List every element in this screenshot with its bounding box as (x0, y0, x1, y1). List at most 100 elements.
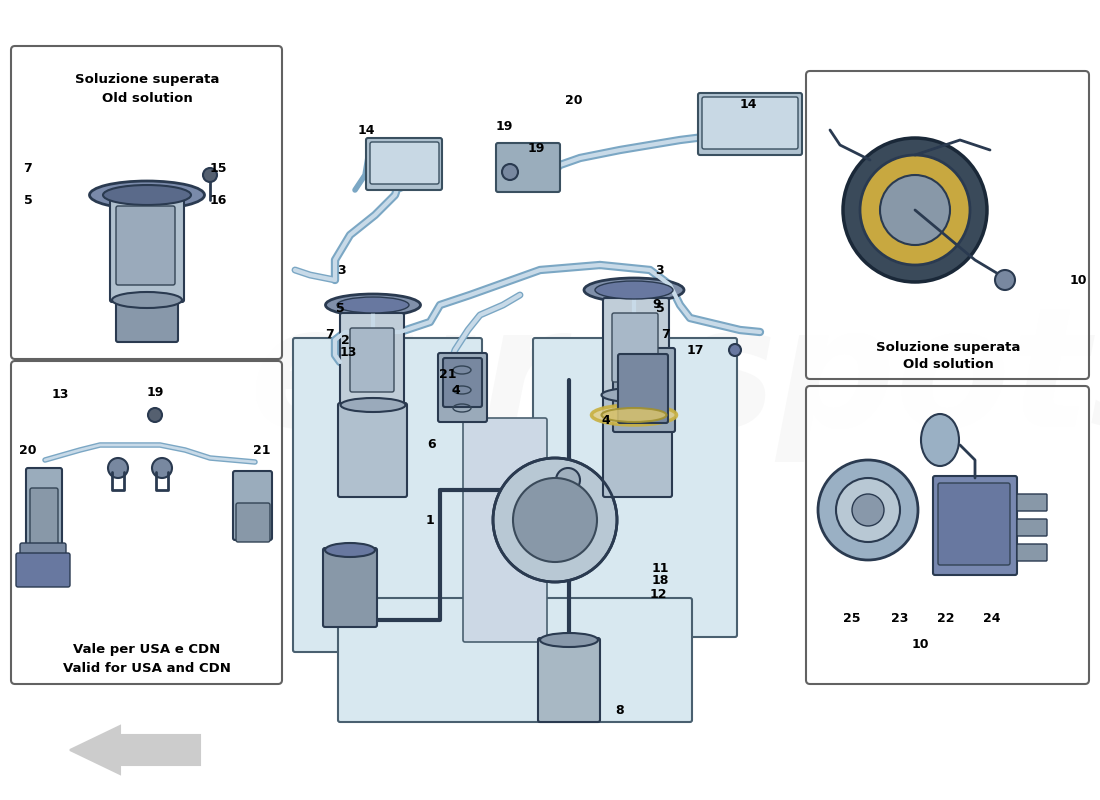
Text: Old solution: Old solution (101, 91, 192, 105)
Text: 21: 21 (439, 369, 456, 382)
FancyBboxPatch shape (350, 328, 394, 392)
FancyBboxPatch shape (603, 393, 672, 497)
Text: Vale per USA e CDN: Vale per USA e CDN (74, 643, 221, 657)
FancyBboxPatch shape (443, 358, 482, 407)
Text: 11: 11 (651, 562, 669, 574)
Ellipse shape (326, 294, 420, 316)
Ellipse shape (584, 278, 684, 302)
Text: 7: 7 (23, 162, 32, 174)
Text: 14: 14 (739, 98, 757, 111)
Text: 7: 7 (661, 329, 670, 342)
FancyBboxPatch shape (370, 142, 439, 184)
Circle shape (836, 478, 900, 542)
FancyBboxPatch shape (806, 71, 1089, 379)
Text: 19: 19 (527, 142, 544, 154)
Ellipse shape (341, 398, 406, 412)
FancyBboxPatch shape (110, 198, 184, 302)
Text: 20: 20 (565, 94, 583, 106)
Text: a passion for perfection since 1947: a passion for perfection since 1947 (398, 418, 702, 542)
Ellipse shape (602, 408, 667, 422)
FancyBboxPatch shape (26, 468, 62, 552)
Text: 19: 19 (495, 119, 513, 133)
Text: Soluzione superata: Soluzione superata (876, 341, 1020, 354)
Text: 4: 4 (602, 414, 610, 426)
FancyBboxPatch shape (323, 548, 377, 627)
Text: 3: 3 (338, 263, 346, 277)
Circle shape (729, 344, 741, 356)
Circle shape (204, 168, 217, 182)
FancyBboxPatch shape (11, 361, 282, 684)
FancyBboxPatch shape (438, 353, 487, 422)
FancyBboxPatch shape (618, 354, 668, 423)
Text: 5: 5 (336, 302, 344, 314)
FancyArrow shape (70, 726, 200, 774)
Circle shape (852, 494, 884, 526)
Text: 23: 23 (891, 611, 909, 625)
FancyBboxPatch shape (702, 97, 798, 149)
Text: 7: 7 (326, 329, 334, 342)
Circle shape (880, 175, 950, 245)
Text: Old solution: Old solution (903, 358, 993, 371)
Ellipse shape (595, 281, 673, 299)
FancyBboxPatch shape (612, 313, 658, 382)
FancyBboxPatch shape (20, 543, 66, 567)
Text: 1: 1 (426, 514, 434, 526)
FancyBboxPatch shape (116, 298, 178, 342)
Text: 18: 18 (651, 574, 669, 586)
Circle shape (513, 478, 597, 562)
Ellipse shape (112, 292, 182, 308)
FancyBboxPatch shape (338, 598, 692, 722)
FancyBboxPatch shape (698, 93, 802, 155)
FancyBboxPatch shape (30, 488, 58, 547)
Text: 2: 2 (341, 334, 350, 346)
FancyBboxPatch shape (538, 638, 600, 722)
Text: 3: 3 (656, 263, 664, 277)
Circle shape (843, 138, 987, 282)
FancyBboxPatch shape (233, 471, 272, 540)
Text: 10: 10 (1069, 274, 1087, 286)
Circle shape (502, 164, 518, 180)
FancyBboxPatch shape (338, 403, 407, 497)
Ellipse shape (89, 181, 205, 209)
FancyBboxPatch shape (16, 553, 70, 587)
Text: 24: 24 (983, 611, 1001, 625)
Text: 20: 20 (20, 443, 36, 457)
FancyBboxPatch shape (534, 338, 737, 637)
Text: 19: 19 (146, 386, 164, 399)
Text: 9: 9 (652, 298, 661, 311)
FancyBboxPatch shape (933, 476, 1018, 575)
Text: 6: 6 (428, 438, 437, 451)
Text: 15: 15 (209, 162, 227, 174)
FancyBboxPatch shape (11, 46, 282, 359)
Ellipse shape (592, 405, 676, 425)
Text: 12: 12 (649, 587, 667, 601)
FancyBboxPatch shape (613, 348, 675, 432)
Text: 4: 4 (452, 383, 461, 397)
Ellipse shape (921, 414, 959, 466)
FancyBboxPatch shape (1018, 544, 1047, 561)
Text: 16: 16 (209, 194, 227, 206)
FancyBboxPatch shape (938, 483, 1010, 565)
FancyBboxPatch shape (463, 418, 547, 642)
Circle shape (860, 155, 970, 265)
FancyBboxPatch shape (496, 143, 560, 192)
FancyBboxPatch shape (1018, 494, 1047, 511)
Circle shape (818, 460, 918, 560)
FancyBboxPatch shape (806, 386, 1089, 684)
Circle shape (152, 458, 172, 478)
FancyBboxPatch shape (236, 503, 270, 542)
Text: 25: 25 (844, 611, 860, 625)
Ellipse shape (324, 543, 375, 557)
FancyBboxPatch shape (116, 206, 175, 285)
FancyBboxPatch shape (293, 338, 482, 652)
Circle shape (108, 458, 128, 478)
Circle shape (493, 458, 617, 582)
Circle shape (148, 408, 162, 422)
Text: Soluzione superata: Soluzione superata (75, 74, 219, 86)
Text: 13: 13 (52, 389, 68, 402)
Text: 5: 5 (656, 302, 664, 314)
FancyBboxPatch shape (366, 138, 442, 190)
Ellipse shape (337, 297, 409, 313)
Ellipse shape (540, 633, 598, 647)
Text: 10: 10 (911, 638, 928, 651)
